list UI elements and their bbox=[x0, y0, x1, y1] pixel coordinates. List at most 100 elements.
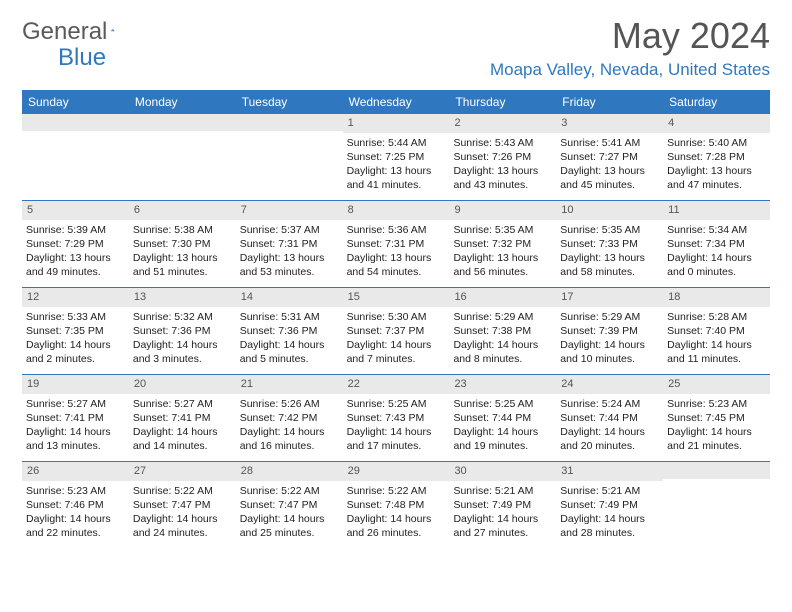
daylight-text: Daylight: 14 hours and 19 minutes. bbox=[453, 425, 552, 453]
day-number: 28 bbox=[236, 462, 343, 481]
day-number: 19 bbox=[22, 375, 129, 394]
day-number bbox=[236, 114, 343, 131]
day-cell: 21Sunrise: 5:26 AMSunset: 7:42 PMDayligh… bbox=[236, 375, 343, 461]
sunrise-text: Sunrise: 5:43 AM bbox=[453, 136, 552, 150]
day-cell: 11Sunrise: 5:34 AMSunset: 7:34 PMDayligh… bbox=[663, 201, 770, 287]
day-cell: 1 Sunrise: 5:44 AMSunset: 7:25 PMDaylight… bbox=[343, 114, 450, 200]
day-body: Sunrise: 5:43 AMSunset: 7:26 PMDaylight:… bbox=[449, 135, 556, 197]
daylight-text: Daylight: 13 hours and 49 minutes. bbox=[26, 251, 125, 279]
sunset-text: Sunset: 7:43 PM bbox=[347, 411, 446, 425]
sunrise-text: Sunrise: 5:33 AM bbox=[26, 310, 125, 324]
day-number bbox=[663, 462, 770, 479]
sunrise-text: Sunrise: 5:25 AM bbox=[347, 397, 446, 411]
sunset-text: Sunset: 7:47 PM bbox=[133, 498, 232, 512]
day-cell: 4Sunrise: 5:40 AMSunset: 7:28 PMDaylight… bbox=[663, 114, 770, 200]
daylight-text: Daylight: 14 hours and 24 minutes. bbox=[133, 512, 232, 540]
daylight-text: Daylight: 13 hours and 53 minutes. bbox=[240, 251, 339, 279]
daylight-text: Daylight: 14 hours and 17 minutes. bbox=[347, 425, 446, 453]
sunrise-text: Sunrise: 5:29 AM bbox=[453, 310, 552, 324]
sunrise-text: Sunrise: 5:37 AM bbox=[240, 223, 339, 237]
sunset-text: Sunset: 7:32 PM bbox=[453, 237, 552, 251]
daylight-text: Daylight: 14 hours and 28 minutes. bbox=[560, 512, 659, 540]
day-cell: 25Sunrise: 5:23 AMSunset: 7:45 PMDayligh… bbox=[663, 375, 770, 461]
day-number: 15 bbox=[343, 288, 450, 307]
brand-logo: General bbox=[22, 18, 135, 46]
day-cell: 3Sunrise: 5:41 AMSunset: 7:27 PMDaylight… bbox=[556, 114, 663, 200]
day-cell: 28 Sunrise: 5:22 AMSunset: 7:47 PMDayligh… bbox=[236, 462, 343, 548]
sunset-text: Sunset: 7:36 PM bbox=[240, 324, 339, 338]
sunrise-text: Sunrise: 5:35 AM bbox=[560, 223, 659, 237]
day-body: Sunrise: 5:22 AMSunset: 7:48 PMDaylight:… bbox=[343, 483, 450, 545]
day-cell: 24 Sunrise: 5:24 AMSunset: 7:44 PMDayligh… bbox=[556, 375, 663, 461]
sunset-text: Sunset: 7:41 PM bbox=[133, 411, 232, 425]
day-number: 31 bbox=[556, 462, 663, 481]
daylight-text: Daylight: 13 hours and 47 minutes. bbox=[667, 164, 766, 192]
daylight-text: Daylight: 14 hours and 8 minutes. bbox=[453, 338, 552, 366]
day-body: Sunrise: 5:25 AMSunset: 7:43 PMDaylight:… bbox=[343, 396, 450, 458]
daylight-text: Daylight: 14 hours and 22 minutes. bbox=[26, 512, 125, 540]
sunset-text: Sunset: 7:27 PM bbox=[560, 150, 659, 164]
day-cell: 10Sunrise: 5:35 AMSunset: 7:33 PMDayligh… bbox=[556, 201, 663, 287]
day-number: 5 bbox=[22, 201, 129, 220]
day-body: Sunrise: 5:21 AMSunset: 7:49 PMDaylight:… bbox=[556, 483, 663, 545]
day-cell: 8Sunrise: 5:36 AMSunset: 7:31 PMDaylight… bbox=[343, 201, 450, 287]
day-number bbox=[22, 114, 129, 131]
calendar-grid: Sunday Monday Tuesday Wednesday Thursday… bbox=[22, 90, 770, 548]
week-row: 26Sunrise: 5:23 AMSunset: 7:46 PMDayligh… bbox=[22, 461, 770, 548]
day-cell bbox=[22, 114, 129, 200]
sunset-text: Sunset: 7:29 PM bbox=[26, 237, 125, 251]
day-body: Sunrise: 5:25 AMSunset: 7:44 PMDaylight:… bbox=[449, 396, 556, 458]
daylight-text: Daylight: 14 hours and 13 minutes. bbox=[26, 425, 125, 453]
sunrise-text: Sunrise: 5:41 AM bbox=[560, 136, 659, 150]
day-number: 23 bbox=[449, 375, 556, 394]
sunrise-text: Sunrise: 5:44 AM bbox=[347, 136, 446, 150]
day-body: Sunrise: 5:31 AMSunset: 7:36 PMDaylight:… bbox=[236, 309, 343, 371]
day-body: Sunrise: 5:24 AMSunset: 7:44 PMDaylight:… bbox=[556, 396, 663, 458]
day-number: 24 bbox=[556, 375, 663, 394]
day-number: 14 bbox=[236, 288, 343, 307]
daylight-text: Daylight: 13 hours and 54 minutes. bbox=[347, 251, 446, 279]
daylight-text: Daylight: 13 hours and 51 minutes. bbox=[133, 251, 232, 279]
daylight-text: Daylight: 14 hours and 27 minutes. bbox=[453, 512, 552, 540]
daylight-text: Daylight: 13 hours and 41 minutes. bbox=[347, 164, 446, 192]
day-header-fri: Friday bbox=[556, 90, 663, 114]
sunrise-text: Sunrise: 5:35 AM bbox=[453, 223, 552, 237]
day-body: Sunrise: 5:33 AMSunset: 7:35 PMDaylight:… bbox=[22, 309, 129, 371]
daylight-text: Daylight: 13 hours and 45 minutes. bbox=[560, 164, 659, 192]
sunset-text: Sunset: 7:36 PM bbox=[133, 324, 232, 338]
week-row: 1Sunrise: 5:44 AMSunset: 7:25 PMDaylight… bbox=[22, 114, 770, 200]
sunrise-text: Sunrise: 5:21 AM bbox=[453, 484, 552, 498]
sunset-text: Sunset: 7:47 PM bbox=[240, 498, 339, 512]
day-number: 27 bbox=[129, 462, 236, 481]
day-header-wed: Wednesday bbox=[343, 90, 450, 114]
daylight-text: Daylight: 14 hours and 5 minutes. bbox=[240, 338, 339, 366]
day-body: Sunrise: 5:22 AMSunset: 7:47 PMDaylight:… bbox=[236, 483, 343, 545]
day-cell: 31 Sunrise: 5:21 AMSunset: 7:49 PMDayligh… bbox=[556, 462, 663, 548]
day-number: 1 bbox=[343, 114, 450, 133]
day-body: Sunrise: 5:28 AMSunset: 7:40 PMDaylight:… bbox=[663, 309, 770, 371]
sail-icon bbox=[111, 21, 115, 39]
sunrise-text: Sunrise: 5:32 AM bbox=[133, 310, 232, 324]
sunrise-text: Sunrise: 5:28 AM bbox=[667, 310, 766, 324]
title-block: May 2024 Moapa Valley, Nevada, United St… bbox=[490, 18, 770, 80]
day-header-tue: Tuesday bbox=[236, 90, 343, 114]
day-number: 20 bbox=[129, 375, 236, 394]
sunrise-text: Sunrise: 5:27 AM bbox=[26, 397, 125, 411]
day-number: 16 bbox=[449, 288, 556, 307]
daylight-text: Daylight: 13 hours and 43 minutes. bbox=[453, 164, 552, 192]
day-body: Sunrise: 5:27 AMSunset: 7:41 PMDaylight:… bbox=[129, 396, 236, 458]
day-body: Sunrise: 5:39 AMSunset: 7:29 PMDaylight:… bbox=[22, 222, 129, 284]
day-cell: 6Sunrise: 5:38 AMSunset: 7:30 PMDaylight… bbox=[129, 201, 236, 287]
day-body: Sunrise: 5:37 AMSunset: 7:31 PMDaylight:… bbox=[236, 222, 343, 284]
day-cell: 18Sunrise: 5:28 AMSunset: 7:40 PMDayligh… bbox=[663, 288, 770, 374]
daylight-text: Daylight: 14 hours and 26 minutes. bbox=[347, 512, 446, 540]
sunset-text: Sunset: 7:25 PM bbox=[347, 150, 446, 164]
day-number: 4 bbox=[663, 114, 770, 133]
sunset-text: Sunset: 7:38 PM bbox=[453, 324, 552, 338]
day-body: Sunrise: 5:35 AMSunset: 7:33 PMDaylight:… bbox=[556, 222, 663, 284]
day-cell bbox=[663, 462, 770, 548]
day-number: 29 bbox=[343, 462, 450, 481]
day-cell: 26Sunrise: 5:23 AMSunset: 7:46 PMDayligh… bbox=[22, 462, 129, 548]
day-cell: 15Sunrise: 5:30 AMSunset: 7:37 PMDayligh… bbox=[343, 288, 450, 374]
day-cell: 19Sunrise: 5:27 AMSunset: 7:41 PMDayligh… bbox=[22, 375, 129, 461]
